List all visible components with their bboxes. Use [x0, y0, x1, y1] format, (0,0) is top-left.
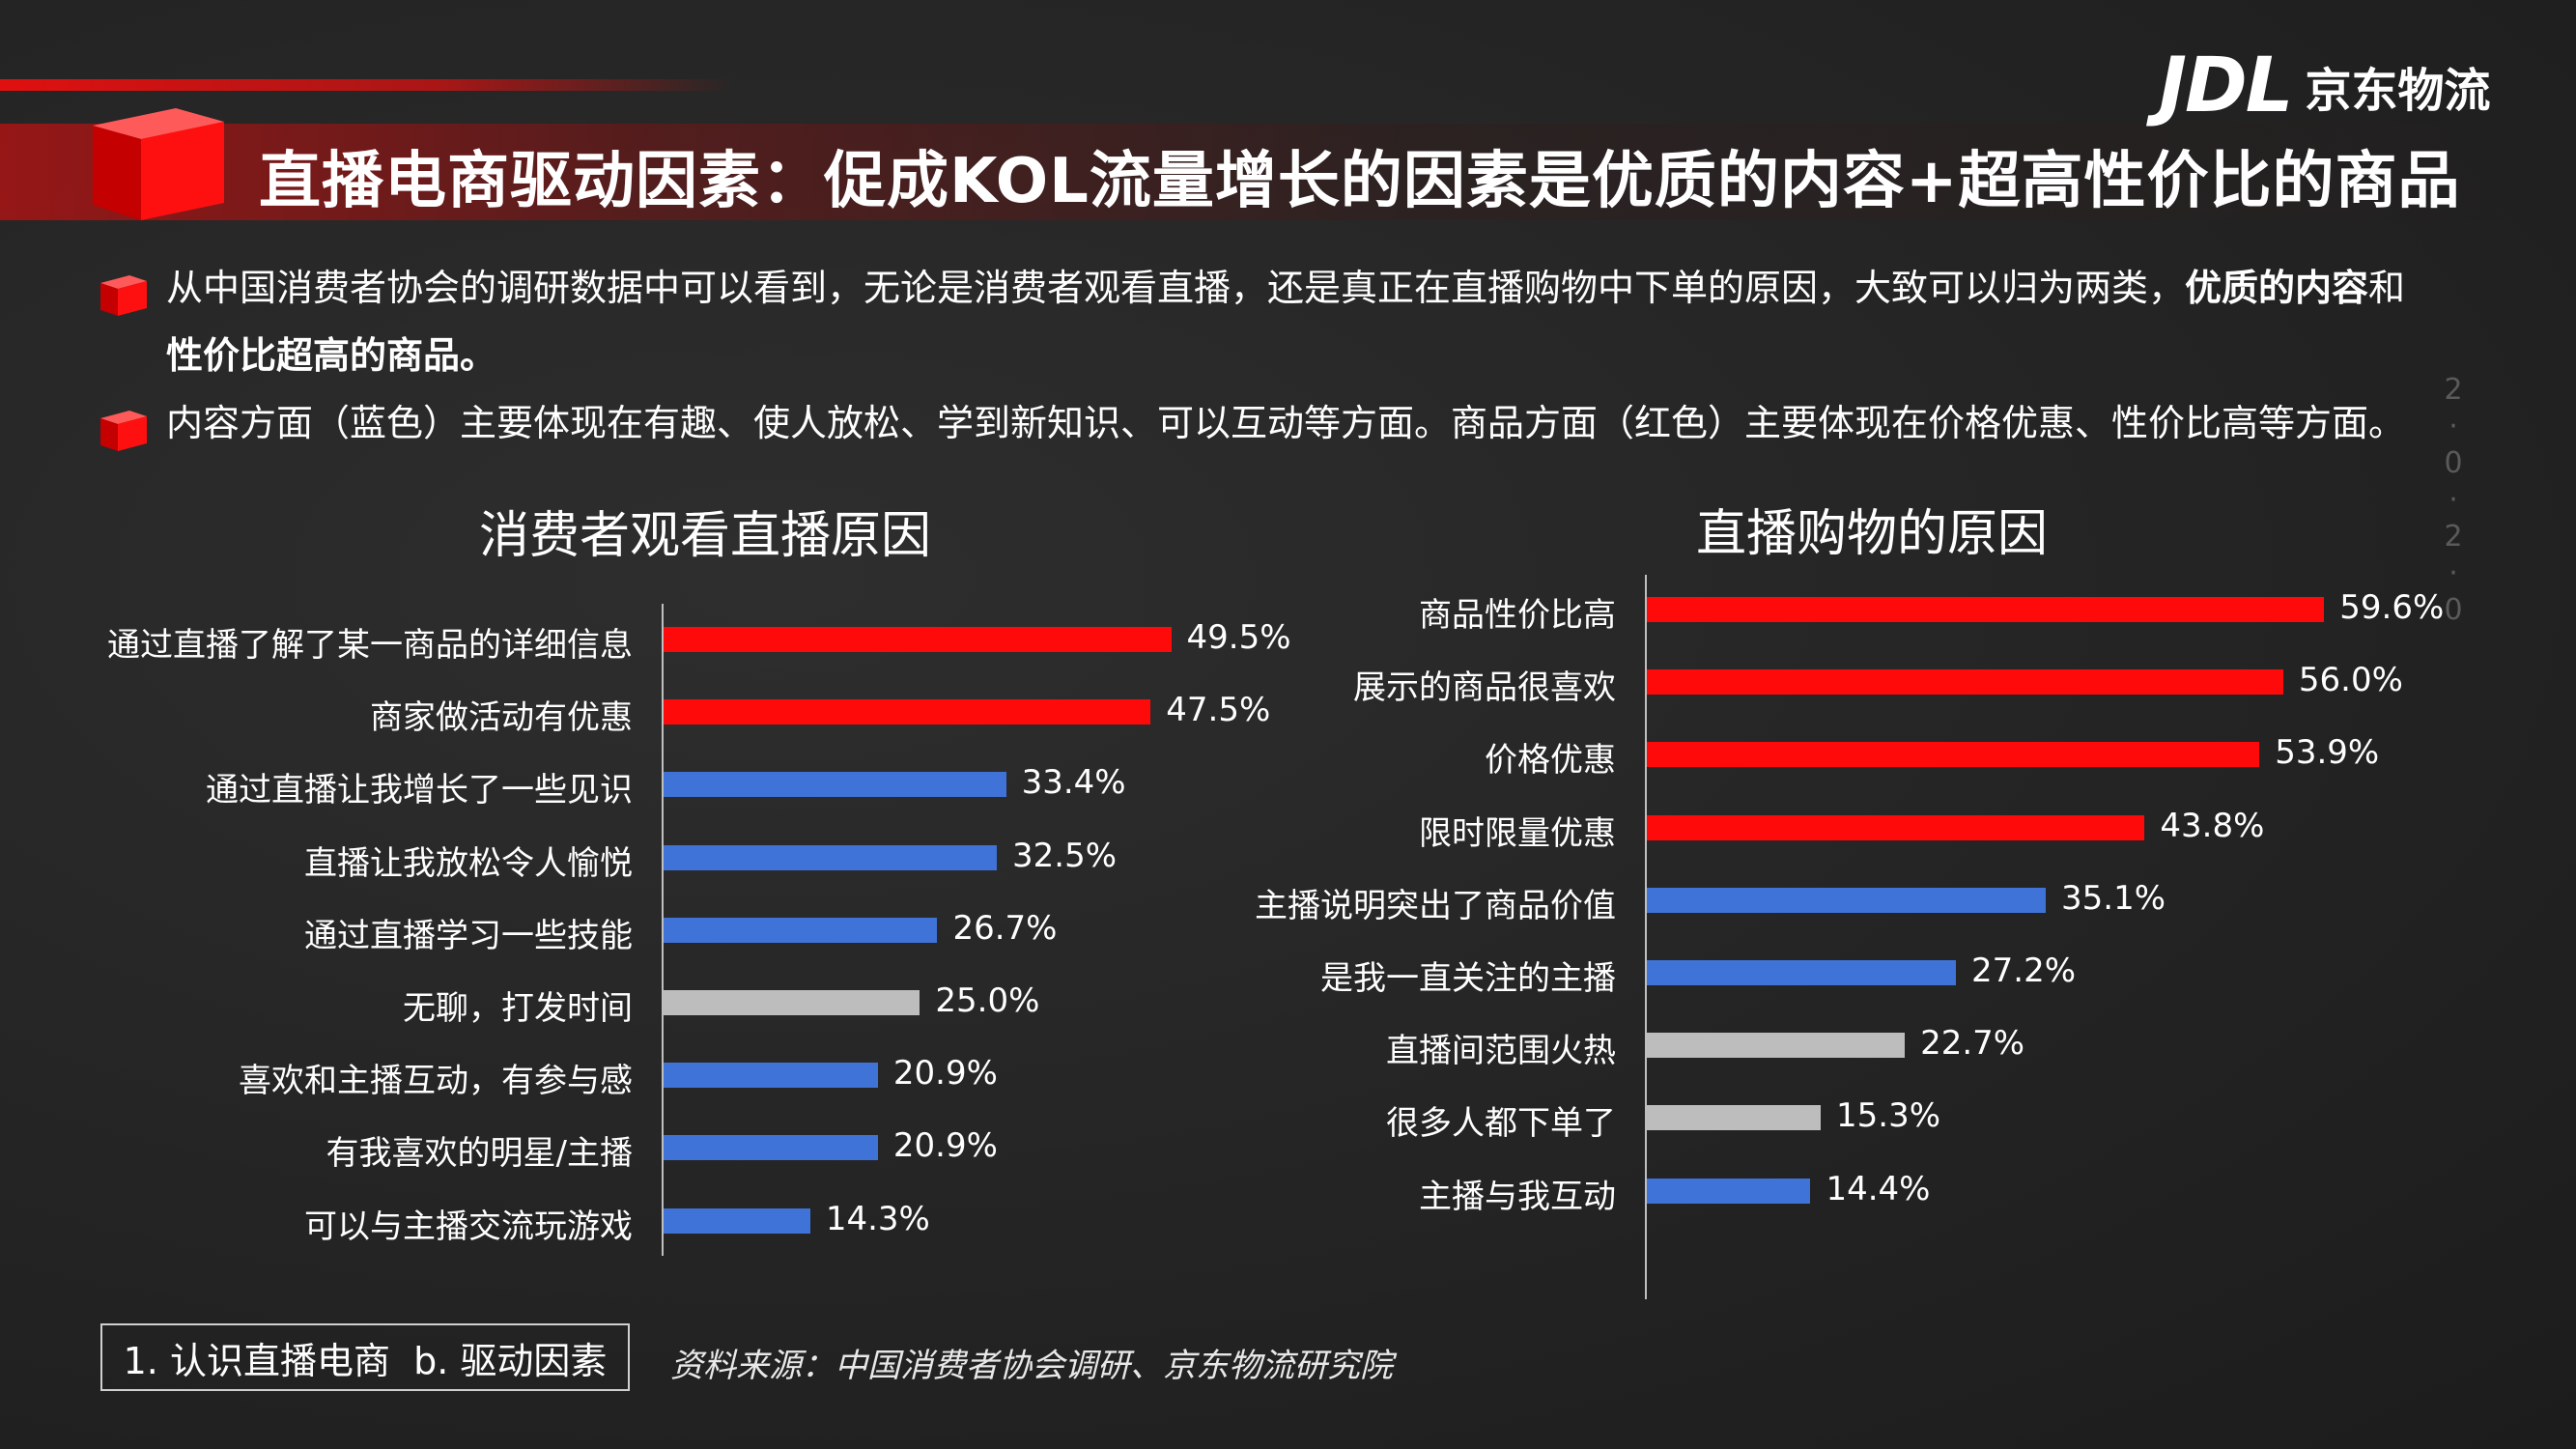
- source-note: 资料来源：中国消费者协会调研、京东物流研究院: [670, 1347, 1393, 1385]
- red-cube-bullet-icon: [100, 411, 147, 451]
- chart-2-bar: [1647, 1105, 1822, 1131]
- chart-1-value-label: 20.9%: [892, 1126, 998, 1166]
- chart-1-category-label: 通过直播了解了某一商品的详细信息: [107, 626, 633, 665]
- chart-1-category-label: 喜欢和主播互动，有参与感: [239, 1062, 633, 1101]
- chart-2-category-label: 展示的商品很喜欢: [1353, 668, 1616, 708]
- chart-2-category-label: 直播间范围火热: [1386, 1032, 1616, 1071]
- chart-1-bar: [664, 844, 998, 870]
- chart-1-bar: [664, 699, 1151, 725]
- chart-1-value-label: 14.3%: [825, 1199, 930, 1238]
- side-date-digit: 2: [2444, 373, 2463, 407]
- chart-1-category-label: 商家做活动有优惠: [370, 698, 633, 738]
- chart-2-value-label: 22.7%: [1920, 1024, 2025, 1064]
- chart-2-category-label: 商品性价比高: [1419, 596, 1616, 635]
- chart-2-category-label: 主播说明突出了商品价值: [1255, 886, 1616, 925]
- chart-2-bar: [1647, 1033, 1906, 1059]
- logo-text: 京东物流: [2305, 64, 2491, 118]
- chart-2-category-label: 很多人都下单了: [1386, 1104, 1616, 1144]
- chart-2-value-label: 35.1%: [2061, 878, 2166, 918]
- chart-2-axis-line: [1645, 575, 1647, 1299]
- chart-1-axis-line: [662, 604, 664, 1256]
- bullet-1-bold-text: 优质的内容: [2185, 267, 2369, 309]
- chart-1-bar: [664, 1135, 878, 1161]
- page-title: 直播电商驱动因素：促成KOL流量增长的因素是优质的内容+超高性价比的商品: [259, 146, 2461, 217]
- chart-2-value-label: 53.9%: [2275, 733, 2380, 773]
- chart-2-value-label: 43.8%: [2160, 806, 2265, 845]
- chart-2-bar: [1647, 1178, 1811, 1204]
- bullet-2: 内容方面（蓝色）主要体现在有趣、使人放松、学到新知识、可以互动等方面。商品方面（…: [100, 389, 2406, 457]
- jdl-logo: JDL 京东物流: [2159, 43, 2491, 129]
- chart-1-value-label: 47.5%: [1166, 691, 1271, 730]
- side-date-digit: 0: [2444, 446, 2463, 480]
- chart-1-bar: [664, 1063, 878, 1089]
- side-date-digit: 0: [2444, 593, 2463, 627]
- chart-1-value-label: 26.7%: [952, 908, 1058, 948]
- bullet-1: 从中国消费者协会的调研数据中可以看到，无论是消费者观看直播，还是真正在直播购物中…: [100, 254, 2405, 389]
- chart-2-bar: [1647, 597, 2325, 622]
- chart-2-value-label: 27.2%: [1971, 952, 2077, 990]
- chart-2-category-label: 限时限量优惠: [1419, 813, 1616, 853]
- chart-1-category-label: 可以与主播交流玩游戏: [304, 1207, 633, 1246]
- chart-1-bar: [664, 772, 1006, 798]
- section-nav-label: 1. 认识直播电商 b. 驱动因素: [123, 1339, 608, 1382]
- chart-2-category-label: 主播与我互动: [1419, 1177, 1616, 1216]
- logo-mark: JDL: [2159, 43, 2293, 129]
- side-date-dot: ·: [2449, 556, 2458, 590]
- chart-1-category-label: 无聊，打发时间: [403, 989, 633, 1028]
- chart-2-bar: [1647, 742, 2260, 768]
- chart-2-bar: [1647, 669, 2283, 696]
- side-date-watermark: 2 · 0 · 2 · 0: [2439, 372, 2468, 629]
- chart-2-value-label: 59.6%: [2339, 588, 2445, 627]
- chart-1-bar: [664, 627, 1172, 652]
- red-cube-icon: [93, 108, 224, 220]
- chart-2-value-label: 15.3%: [1836, 1096, 1941, 1136]
- bullet-1-connector: 和: [2368, 267, 2406, 309]
- title-band: [0, 124, 2576, 220]
- chart-2-category-label: 价格优惠: [1485, 741, 1616, 781]
- chart-1-category-label: 直播让我放松令人愉悦: [304, 843, 633, 883]
- chart-1-value-label: 33.4%: [1021, 763, 1126, 803]
- chart-2-title: 直播购物的原因: [1696, 505, 2049, 563]
- bullet-1-line-1: 从中国消费者协会的调研数据中可以看到，无论是消费者观看直播，还是真正在直播购物中…: [104, 254, 2405, 322]
- chart-1-value-label: 32.5%: [1012, 836, 1118, 875]
- chart-1-value-label: 20.9%: [892, 1054, 998, 1094]
- bullet-1-line-2: 性价比超高的商品。: [104, 322, 2405, 389]
- red-cube-bullet-icon: [100, 275, 147, 316]
- chart-1-bar: [664, 1208, 810, 1234]
- bullet-1-bold-line: 性价比超高的商品。: [166, 334, 497, 377]
- side-date-dot: ·: [2449, 410, 2458, 443]
- chart-1-bar: [664, 917, 938, 943]
- top-accent-stripe: [0, 79, 734, 91]
- chart-1-value-label: 49.5%: [1186, 618, 1291, 657]
- chart-2-value-label: 14.4%: [1826, 1169, 1931, 1208]
- chart-1-bar: [664, 990, 920, 1015]
- chart-2-bar: [1647, 887, 2046, 913]
- chart-1-category-label: 通过直播让我增长了一些见识: [206, 771, 633, 810]
- bullet-1-text: 从中国消费者协会的调研数据中可以看到，无论是消费者观看直播，还是真正在直播购物中…: [166, 267, 2186, 309]
- chart-1-value-label: 25.0%: [935, 981, 1040, 1020]
- section-nav-box: 1. 认识直播电商 b. 驱动因素: [100, 1323, 630, 1391]
- chart-2-category-label: 是我一直关注的主播: [1320, 959, 1616, 998]
- bullet-2-text: 内容方面（蓝色）主要体现在有趣、使人放松、学到新知识、可以互动等方面。商品方面（…: [166, 402, 2406, 444]
- chart-2-value-label: 56.0%: [2298, 661, 2403, 700]
- chart-1-category-label: 通过直播学习一些技能: [304, 916, 633, 955]
- chart-2-bar: [1647, 960, 1957, 985]
- side-date-dot: ·: [2449, 483, 2458, 517]
- chart-2-bar: [1647, 814, 2145, 840]
- side-date-digit: 2: [2444, 520, 2463, 554]
- chart-1-title: 消费者观看直播原因: [479, 507, 932, 565]
- chart-1-category-label: 有我喜欢的明星/主播: [326, 1134, 633, 1174]
